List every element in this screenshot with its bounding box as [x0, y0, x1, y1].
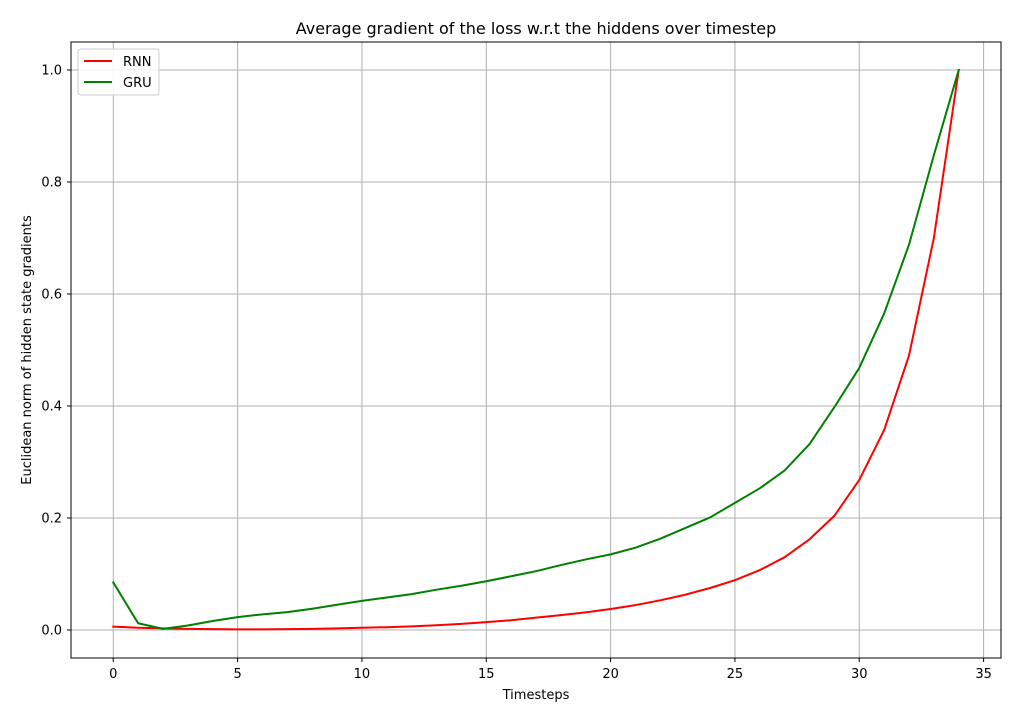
legend-label-gru: GRU: [123, 76, 152, 91]
data-lines: [111, 68, 960, 631]
x-tick-label: 20: [602, 667, 619, 682]
y-tick-label: 0.8: [41, 176, 62, 191]
x-tick-label: 30: [851, 667, 868, 682]
x-tick-label: 10: [354, 667, 371, 682]
y-tick-label: 1.0: [41, 64, 62, 79]
y-tick-label: 0.0: [41, 624, 62, 639]
x-tick-label: 5: [233, 667, 241, 682]
x-tick-label: 15: [478, 667, 495, 682]
x-tick-label: 0: [109, 667, 117, 682]
x-axis: 0 5 10 15 20 25 30 35: [109, 658, 992, 682]
y-axis: 0.0 0.2 0.4 0.6 0.8 1.0: [41, 64, 71, 639]
y-axis-label: Euclidean norm of hidden state gradients: [20, 215, 35, 485]
y-tick-label: 0.4: [41, 400, 62, 415]
x-tick-label: 35: [975, 667, 992, 682]
y-tick-label: 0.6: [41, 288, 62, 303]
legend-label-rnn: RNN: [123, 55, 151, 70]
series-line-rnn: [112, 68, 960, 631]
plot-frame: [70, 41, 1002, 659]
y-tick-label: 0.2: [41, 512, 62, 527]
x-axis-label: Timesteps: [502, 688, 570, 703]
legend: RNN GRU: [77, 48, 160, 96]
chart-title: Average gradient of the loss w.r.t the h…: [296, 19, 777, 38]
series-line-gru: [111, 68, 960, 630]
x-tick-label: 25: [727, 667, 744, 682]
grid-lines: [71, 42, 1001, 658]
